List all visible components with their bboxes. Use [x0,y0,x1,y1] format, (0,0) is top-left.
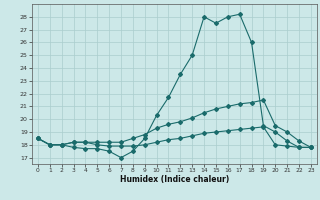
X-axis label: Humidex (Indice chaleur): Humidex (Indice chaleur) [120,175,229,184]
